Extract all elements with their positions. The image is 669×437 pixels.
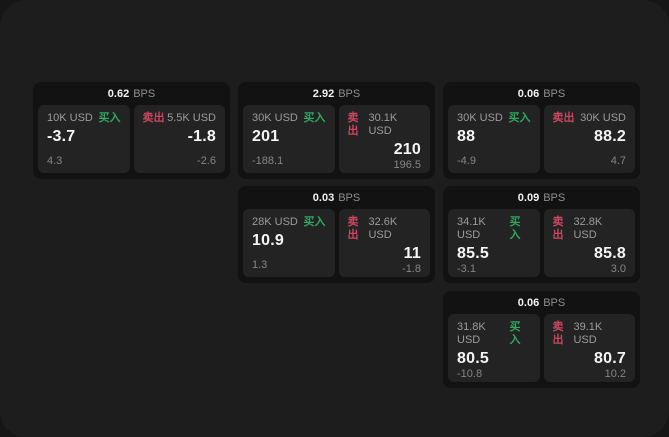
spread-unit: BPS [338, 87, 361, 100]
buy-side-label: 买入 [509, 216, 521, 241]
buy-delta: -4.9 [457, 155, 476, 167]
quote-card: 0.62 BPS 10K USD 买入 -3.7 4.3 卖出 5.5K USD [33, 82, 230, 179]
sell-notional: 32.6K USD [368, 216, 398, 241]
spread-value: 0.06 [517, 296, 540, 309]
spread-header: 0.62 BPS [33, 82, 230, 105]
quote-card: 0.06 BPS 31.8K USD 买入 80.5 -10.8 卖出 39.1… [443, 291, 640, 388]
sell-price: 210 [393, 141, 421, 158]
buy-panel[interactable]: 31.8K USD 买入 80.5 -10.8 [448, 314, 540, 382]
sell-delta: 4.7 [610, 155, 626, 167]
buy-panel[interactable]: 28K USD 买入 10.9 1.3 [243, 209, 335, 277]
sell-side-label: 卖出 [552, 112, 575, 124]
quote-card: 0.09 BPS 34.1K USD 买入 85.5 -3.1 卖出 32.8K… [443, 186, 640, 283]
buy-notional: 34.1K USD [457, 216, 486, 241]
spread-value: 0.03 [312, 191, 335, 204]
sell-side-label: 卖出 [552, 216, 564, 241]
sell-notional: 39.1K USD [573, 321, 603, 346]
spread-unit: BPS [543, 191, 566, 204]
spread-unit: BPS [543, 296, 566, 309]
sell-panel[interactable]: 卖出 30.1K USD 210 196.5 [338, 105, 430, 173]
buy-notional: 31.8K USD [457, 321, 486, 346]
spread-header: 0.06 BPS [443, 291, 640, 314]
buy-delta: 1.3 [252, 259, 268, 271]
buy-price: 85.5 [457, 245, 489, 262]
buy-panel[interactable]: 34.1K USD 买入 85.5 -3.1 [448, 209, 540, 277]
spread-unit: BPS [543, 87, 566, 100]
quote-card: 0.06 BPS 30K USD 买入 88 -4.9 卖出 30K USD [443, 82, 640, 179]
spread-header: 0.06 BPS [443, 82, 640, 105]
quote-card: 0.03 BPS 28K USD 买入 10.9 1.3 卖出 32.6K US… [238, 186, 435, 283]
quote-card: 2.92 BPS 30K USD 买入 201 -188.1 卖出 30.1K … [238, 82, 435, 179]
buy-delta: -188.1 [252, 155, 284, 167]
buy-price: 80.5 [457, 350, 489, 367]
buy-side-label: 买入 [303, 112, 326, 124]
buy-price: 88 [457, 128, 476, 145]
sell-side-label: 卖出 [347, 216, 359, 241]
sell-delta: -2.6 [197, 155, 216, 167]
sell-notional: 30K USD [580, 112, 626, 124]
sell-panel[interactable]: 卖出 32.8K USD 85.8 3.0 [543, 209, 635, 277]
buy-side-label: 买入 [303, 216, 326, 228]
sell-panel[interactable]: 卖出 5.5K USD -1.8 -2.6 [133, 105, 225, 173]
buy-delta: -10.8 [457, 368, 483, 380]
buy-price: 10.9 [252, 232, 284, 249]
buy-panel[interactable]: 10K USD 买入 -3.7 4.3 [38, 105, 130, 173]
sell-side-label: 卖出 [347, 112, 359, 137]
buy-price: -3.7 [47, 128, 76, 145]
spread-unit: BPS [133, 87, 156, 100]
spread-value: 2.92 [312, 87, 335, 100]
buy-notional: 30K USD [457, 112, 503, 124]
sell-notional: 30.1K USD [368, 112, 398, 137]
buy-notional: 30K USD [252, 112, 298, 124]
sell-panel[interactable]: 卖出 32.6K USD 11 -1.8 [338, 209, 430, 277]
buy-delta: -3.1 [457, 263, 476, 275]
spread-value: 0.06 [517, 87, 540, 100]
sell-panel[interactable]: 卖出 30K USD 88.2 4.7 [543, 105, 635, 173]
spread-header: 0.09 BPS [443, 186, 640, 209]
spread-header: 0.03 BPS [238, 186, 435, 209]
buy-notional: 10K USD [47, 112, 93, 124]
sell-panel[interactable]: 卖出 39.1K USD 80.7 10.2 [543, 314, 635, 382]
sell-delta: 10.2 [604, 368, 626, 380]
spread-value: 0.09 [517, 191, 540, 204]
buy-side-label: 买入 [509, 321, 521, 346]
spread-unit: BPS [338, 191, 361, 204]
sell-price: 11 [403, 245, 421, 262]
sell-notional: 32.8K USD [573, 216, 603, 241]
sell-price: 85.8 [594, 245, 626, 262]
spread-header: 2.92 BPS [238, 82, 435, 105]
buy-panel[interactable]: 30K USD 买入 88 -4.9 [448, 105, 540, 173]
buy-panel[interactable]: 30K USD 买入 201 -188.1 [243, 105, 335, 173]
buy-side-label: 买入 [98, 112, 121, 124]
sell-delta: 3.0 [610, 263, 626, 275]
sell-side-label: 卖出 [142, 112, 165, 124]
sell-notional: 5.5K USD [167, 112, 216, 124]
buy-delta: 4.3 [47, 155, 63, 167]
sell-price: 88.2 [594, 128, 626, 145]
buy-notional: 28K USD [252, 216, 298, 228]
sell-delta: 196.5 [393, 159, 421, 171]
buy-price: 201 [252, 128, 280, 145]
sell-price: 80.7 [594, 350, 626, 367]
sell-side-label: 卖出 [552, 321, 564, 346]
spread-value: 0.62 [107, 87, 130, 100]
sell-delta: -1.8 [402, 263, 421, 275]
sell-price: -1.8 [187, 128, 216, 145]
buy-side-label: 买入 [508, 112, 531, 124]
